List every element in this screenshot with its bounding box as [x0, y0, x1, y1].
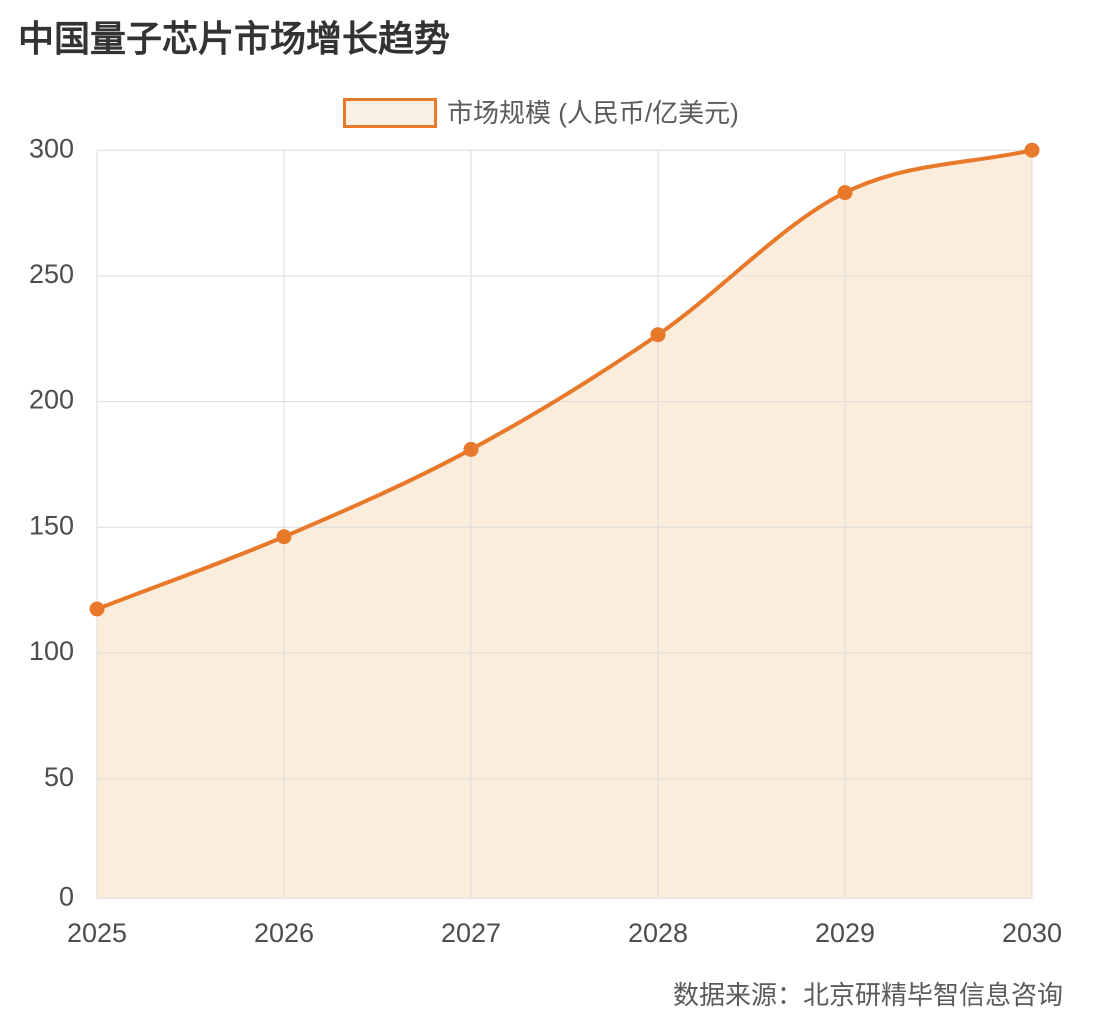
svg-text:250: 250: [29, 259, 74, 289]
svg-text:300: 300: [29, 133, 74, 163]
svg-text:2027: 2027: [441, 918, 501, 948]
svg-text:2026: 2026: [254, 918, 314, 948]
svg-text:2028: 2028: [628, 918, 688, 948]
svg-text:100: 100: [29, 636, 74, 666]
svg-text:150: 150: [29, 510, 74, 540]
svg-text:50: 50: [44, 762, 74, 792]
svg-text:2025: 2025: [67, 918, 127, 948]
svg-text:200: 200: [29, 385, 74, 415]
svg-text:0: 0: [59, 881, 74, 911]
svg-text:2030: 2030: [1002, 918, 1062, 948]
svg-text:2029: 2029: [815, 918, 875, 948]
